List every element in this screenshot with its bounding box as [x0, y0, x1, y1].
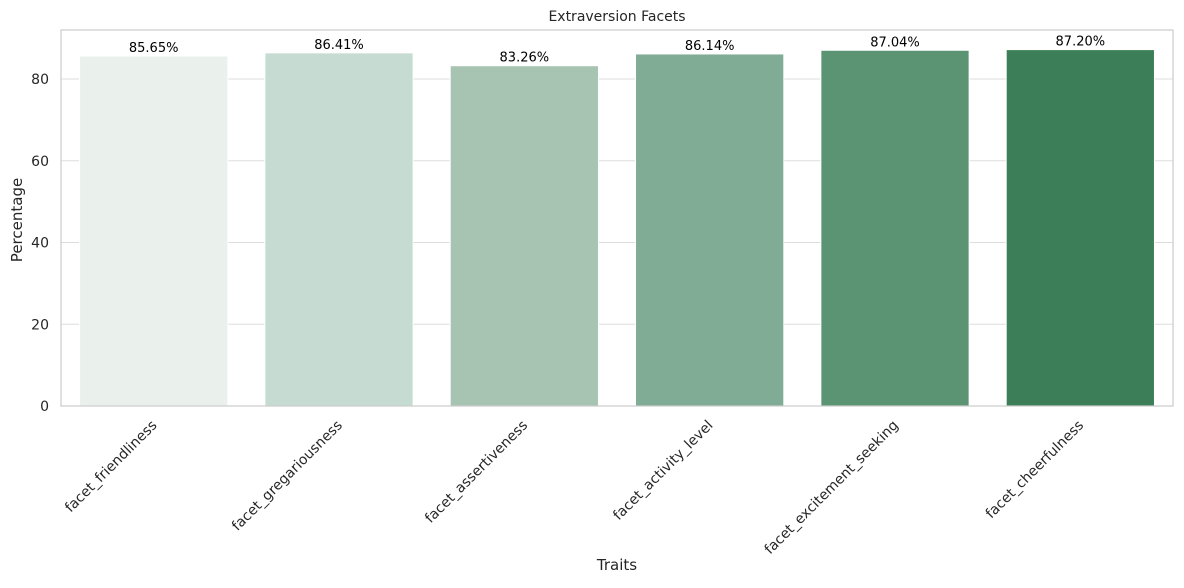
y-tick-label: 40 [31, 236, 49, 252]
y-tick-layer: 0 20 40 60 80 [31, 72, 49, 415]
bar-value-label: 87.20% [1056, 35, 1106, 50]
bar-facet-excitement-seeking [820, 49, 970, 407]
x-tick-label: facet_assertiveness [422, 418, 531, 527]
x-tick-layer: facet_friendliness facet_gregariousness fa… [62, 418, 1087, 558]
x-tick-label: facet_excitement_seeking [762, 418, 902, 558]
bar-value-label: 86.14% [685, 39, 735, 54]
bar-value-label: 86.41% [314, 38, 364, 53]
bar-layer [79, 49, 1155, 407]
bar-facet-activity-level [635, 53, 785, 407]
x-tick-label: facet_activity_level [610, 418, 716, 524]
bar-facet-cheerfulness [1005, 49, 1155, 407]
y-tick-label: 20 [31, 317, 49, 333]
x-tick-label: facet_cheerfulness [983, 418, 1087, 522]
bar-value-label: 85.65% [129, 41, 179, 56]
x-axis-label: Traits [596, 556, 637, 574]
chart-title: Extraversion Facets [548, 9, 685, 25]
plot-frame [60, 29, 1174, 407]
y-axis-label: Percentage [8, 178, 26, 262]
y-tick-label: 80 [31, 72, 49, 88]
bar-value-label: 87.04% [870, 35, 920, 50]
bar-value-label: 83.26% [500, 51, 550, 66]
data-label-layer: 85.65% 86.41% 83.26% 86.14% 87.04% 87.20% [129, 35, 1105, 66]
y-tick-label: 0 [40, 399, 49, 415]
x-tick-label: facet_friendliness [62, 418, 160, 516]
bar-facet-gregariousness [264, 52, 414, 407]
x-tick-label: facet_gregariousness [229, 418, 346, 535]
bar-facet-assertiveness [449, 65, 599, 407]
bar-facet-friendliness [79, 55, 229, 407]
y-tick-label: 60 [31, 154, 49, 170]
